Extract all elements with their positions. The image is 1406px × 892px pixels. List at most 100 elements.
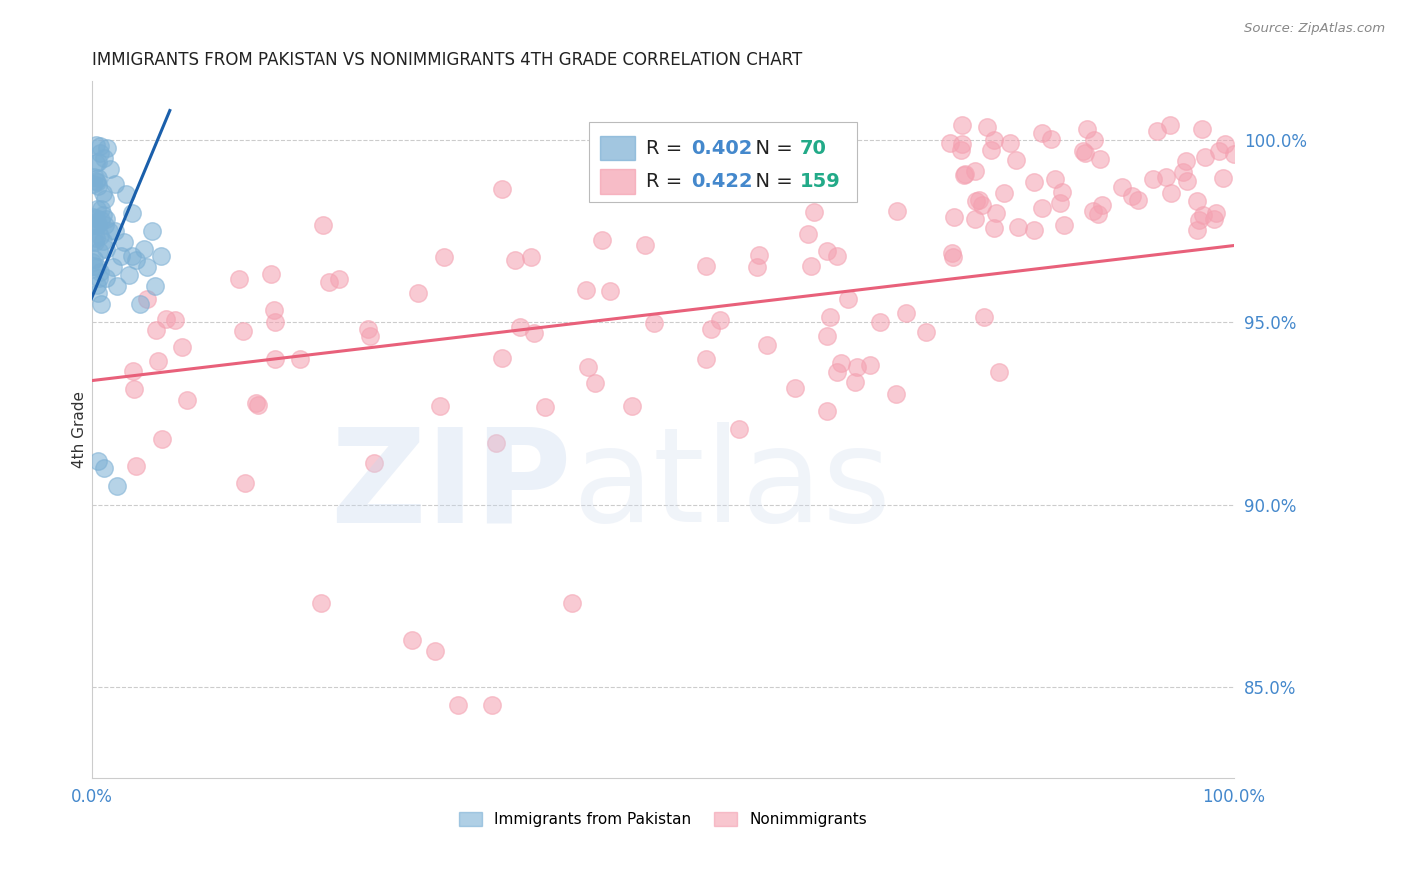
Point bbox=[858, 358, 880, 372]
Text: N =: N = bbox=[742, 139, 799, 158]
Point bbox=[89, 139, 111, 153]
Point bbox=[101, 260, 124, 275]
Point bbox=[1052, 185, 1074, 199]
Point bbox=[1173, 165, 1195, 179]
Point bbox=[89, 146, 111, 161]
Text: atlas: atlas bbox=[572, 422, 891, 549]
Point bbox=[89, 265, 111, 279]
Point bbox=[124, 253, 146, 268]
Point bbox=[783, 381, 806, 395]
Point bbox=[993, 186, 1015, 201]
Text: IMMIGRANTS FROM PAKISTAN VS NONIMMIGRANTS 4TH GRADE CORRELATION CHART: IMMIGRANTS FROM PAKISTAN VS NONIMMIGRANT… bbox=[93, 51, 803, 69]
Point bbox=[976, 120, 998, 134]
Point bbox=[105, 479, 128, 493]
Point bbox=[575, 283, 598, 297]
Point bbox=[963, 164, 986, 178]
Point bbox=[84, 231, 107, 245]
Point bbox=[83, 170, 105, 185]
Point bbox=[112, 235, 135, 249]
Point bbox=[245, 395, 267, 409]
Point bbox=[1083, 133, 1105, 147]
Point bbox=[869, 315, 891, 329]
Point bbox=[122, 382, 145, 396]
Point bbox=[115, 187, 138, 202]
Point bbox=[401, 632, 423, 647]
Point bbox=[815, 404, 838, 418]
Text: R =: R = bbox=[645, 171, 689, 191]
Point bbox=[491, 351, 513, 366]
Point bbox=[91, 208, 114, 222]
Point bbox=[815, 244, 838, 258]
Point bbox=[263, 302, 285, 317]
Point bbox=[1022, 223, 1045, 237]
Point bbox=[121, 250, 143, 264]
Point bbox=[87, 219, 110, 233]
Point bbox=[87, 179, 110, 194]
Point bbox=[700, 322, 723, 336]
Point bbox=[246, 398, 269, 412]
Point bbox=[89, 271, 111, 285]
Point bbox=[87, 454, 110, 468]
Point bbox=[94, 271, 117, 285]
Point bbox=[980, 143, 1002, 157]
Point bbox=[576, 359, 599, 374]
Point bbox=[1212, 170, 1234, 185]
Text: R =: R = bbox=[645, 139, 689, 158]
Point bbox=[149, 250, 172, 264]
Point bbox=[1187, 223, 1209, 237]
Point bbox=[429, 399, 451, 413]
Point bbox=[988, 365, 1011, 379]
Point bbox=[87, 170, 110, 185]
Point bbox=[533, 400, 555, 414]
Point bbox=[491, 182, 513, 196]
Point bbox=[914, 325, 936, 339]
Point bbox=[523, 326, 546, 341]
Point bbox=[950, 137, 973, 152]
Point bbox=[950, 119, 973, 133]
Point bbox=[481, 698, 503, 713]
Point bbox=[146, 354, 169, 368]
Point bbox=[845, 360, 868, 375]
Point bbox=[1073, 145, 1095, 160]
Point bbox=[1156, 169, 1178, 184]
Point bbox=[264, 315, 287, 329]
Point bbox=[1071, 144, 1094, 158]
Point bbox=[423, 643, 446, 657]
Text: ZIP: ZIP bbox=[330, 422, 572, 549]
FancyBboxPatch shape bbox=[600, 169, 634, 194]
Point bbox=[942, 250, 965, 264]
Point bbox=[87, 244, 110, 259]
Point bbox=[84, 211, 107, 226]
Point bbox=[94, 242, 117, 256]
Point bbox=[884, 387, 907, 401]
Point bbox=[815, 329, 838, 343]
Point bbox=[288, 351, 311, 366]
Point bbox=[591, 233, 613, 247]
Point bbox=[983, 220, 1005, 235]
Point bbox=[84, 137, 107, 152]
Point bbox=[90, 202, 112, 217]
Point bbox=[82, 234, 104, 248]
Point bbox=[1208, 144, 1230, 158]
Point bbox=[93, 151, 115, 165]
Point bbox=[1039, 132, 1062, 146]
Point bbox=[800, 260, 823, 274]
Point bbox=[620, 399, 643, 413]
Point bbox=[599, 284, 621, 298]
Point bbox=[359, 328, 381, 343]
Point bbox=[748, 248, 770, 262]
Point bbox=[650, 185, 672, 199]
Point bbox=[100, 161, 122, 176]
Point bbox=[83, 216, 105, 230]
Point bbox=[830, 356, 852, 370]
Point bbox=[312, 218, 335, 232]
Point bbox=[1146, 124, 1168, 138]
Point bbox=[260, 267, 283, 281]
Point bbox=[1091, 198, 1114, 212]
Point bbox=[328, 271, 350, 285]
Point bbox=[165, 313, 187, 327]
Point bbox=[1031, 126, 1053, 140]
Point bbox=[1160, 186, 1182, 201]
Point bbox=[104, 177, 127, 191]
Point bbox=[93, 218, 115, 232]
